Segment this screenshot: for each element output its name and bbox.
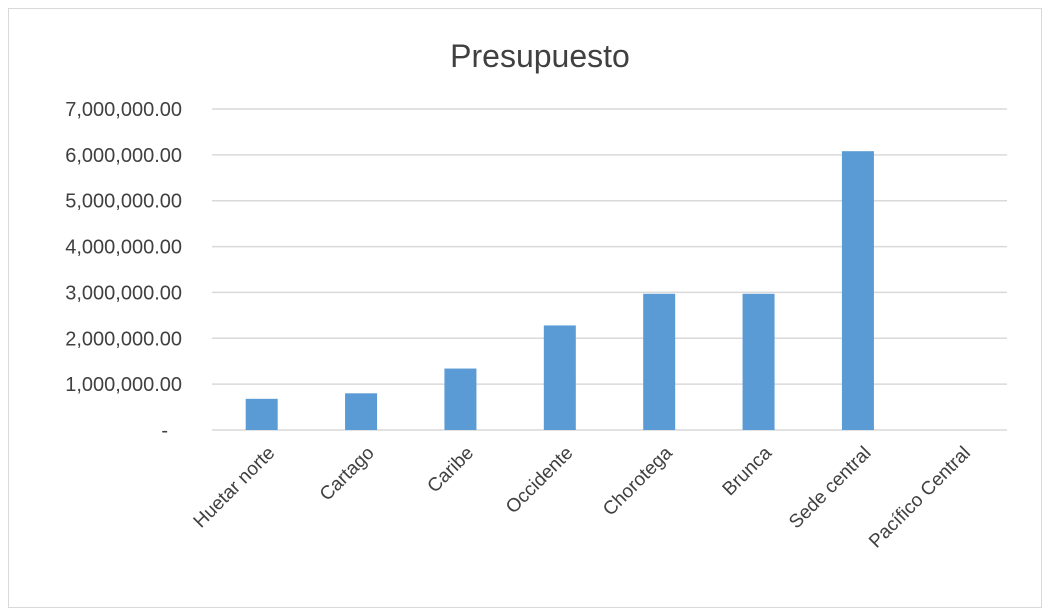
bar <box>742 293 775 430</box>
bar <box>643 293 676 430</box>
y-tick-label: 3,000,000.00 <box>65 282 182 304</box>
bar <box>444 368 477 430</box>
x-tick-label: Cartago <box>316 443 379 506</box>
bar <box>345 393 378 430</box>
bar <box>245 398 278 430</box>
x-tick-label: Sede central <box>785 443 875 533</box>
x-tick-label: Caribe <box>424 443 478 497</box>
x-tick-label: Pacífico Central <box>865 443 975 553</box>
x-tick-label: Brunca <box>719 442 777 500</box>
x-tick-label: Huetar norte <box>190 443 280 533</box>
y-tick-label: 6,000,000.00 <box>65 145 182 167</box>
y-tick-label: 7,000,000.00 <box>65 99 182 121</box>
y-tick-label: 1,000,000.00 <box>65 374 182 396</box>
x-tick-label: Occidente <box>502 443 577 518</box>
bars <box>245 151 874 430</box>
y-tick-label: 2,000,000.00 <box>65 328 182 350</box>
y-tick-label: 5,000,000.00 <box>65 191 182 213</box>
y-tick-label: 4,000,000.00 <box>65 237 182 259</box>
x-axis-tick-labels: Huetar norte Cartago Caribe Occidente Chorot… <box>190 442 975 552</box>
chart-title: Presupuesto <box>450 38 630 74</box>
bar <box>841 151 874 430</box>
y-axis-tick-labels: - 1,000,000.00 2,000,000.00 3,000,000.00 4,0… <box>65 99 182 442</box>
bar <box>543 325 576 430</box>
y-tick-label: - <box>161 420 168 442</box>
gridlines <box>212 108 1007 431</box>
x-tick-label: Chorotega <box>599 442 677 520</box>
